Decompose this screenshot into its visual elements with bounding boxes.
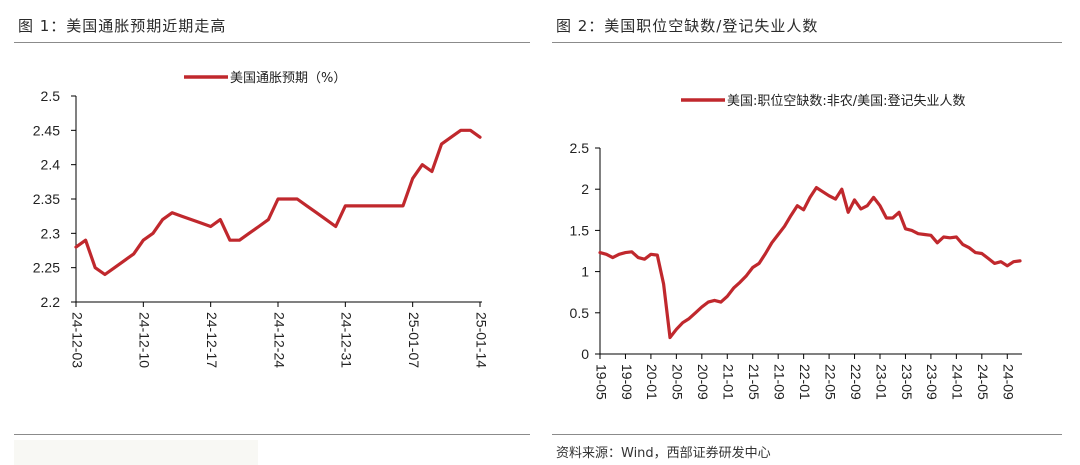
chart2-y-tick-label: 1.5 [570,222,590,238]
figure-2-title: 图 2：美国职位空缺数/登记失业人数 [556,17,819,35]
chart1-series-line [74,128,482,277]
figure-2-bottom-rule [552,434,1062,435]
chart2-x-tick-label: 23-09 [924,364,940,400]
chart2-y-tick-label: 0 [581,346,589,362]
chart2-x-tick-label: 21-09 [771,364,787,400]
figure-1-title: 图 1：美国通胀预期近期走高 [18,17,227,35]
chart1-y-tick-label: 2.4 [41,157,61,173]
chart1-legend-label: 美国通胀预期（%） [230,71,346,86]
chart1-x-tick-label: 24-12-17 [204,312,220,368]
chart1-y-tick-label: 2.25 [33,260,60,276]
figure-1-note-area [14,440,258,465]
figure-1-bottom-rule [14,434,530,435]
chart1-x-tick-label: 24-12-10 [137,312,153,368]
chart2-x-tick-label: 24-05 [975,364,991,400]
chart1-y-tick-label: 2.35 [33,191,60,207]
figure-2-header: 图 2：美国职位空缺数/登记失业人数 [552,0,1062,43]
chart2-x-tick-label: 21-01 [721,364,737,400]
chart2-x-tick-label: 23-05 [899,364,915,400]
source-note: 资料来源：Wind，西部证券研发中心 [556,446,771,461]
chart1-x-tick-label: 25-01-07 [406,312,422,368]
chart2-x-tick-label: 20-05 [670,364,686,400]
chart2-x-tick-label: 23-01 [873,364,889,400]
chart2-x-tick-label: 24-09 [1001,364,1017,400]
chart2-legend-label: 美国:职位空缺数:非农/美国:登记失业人数 [727,94,966,109]
chart1-y-tick-label: 2.5 [41,88,61,104]
chart2-x-tick-label: 22-05 [822,364,838,400]
chart2-x-tick-label: 19-05 [593,364,609,400]
chart2-y-tick-label: 0.5 [570,305,590,321]
chart2-x-tick-label: 24-01 [950,364,966,400]
chart2-y-tick-label: 1 [581,264,589,280]
chart2-x-tick-label: 20-01 [644,364,660,400]
chart1-x-tick-label: 24-12-03 [69,312,85,368]
chart2-x-tick-label: 20-09 [695,364,711,400]
chart1-y-tick-label: 2.45 [33,122,60,138]
chart2-x-tick-label: 19-09 [619,364,635,400]
chart2-y-tick-label: 2 [581,181,589,197]
chart1-x-tick-label: 25-01-14 [473,312,489,368]
chart1-x-tick-label: 24-12-24 [271,312,287,368]
chart2-y-tick-label: 2.5 [570,140,590,156]
chart2-x-tick-label: 22-09 [848,364,864,400]
chart1-y-tick-label: 2.2 [41,294,61,310]
chart1-x-tick-label: 24-12-31 [339,312,355,368]
chart2-series-line [598,186,1022,340]
chart2-x-tick-label: 21-05 [746,364,762,400]
figure-1-header: 图 1：美国通胀预期近期走高 [14,0,530,43]
chart2-x-tick-label: 22-01 [797,364,813,400]
chart1-y-tick-label: 2.3 [41,225,61,241]
